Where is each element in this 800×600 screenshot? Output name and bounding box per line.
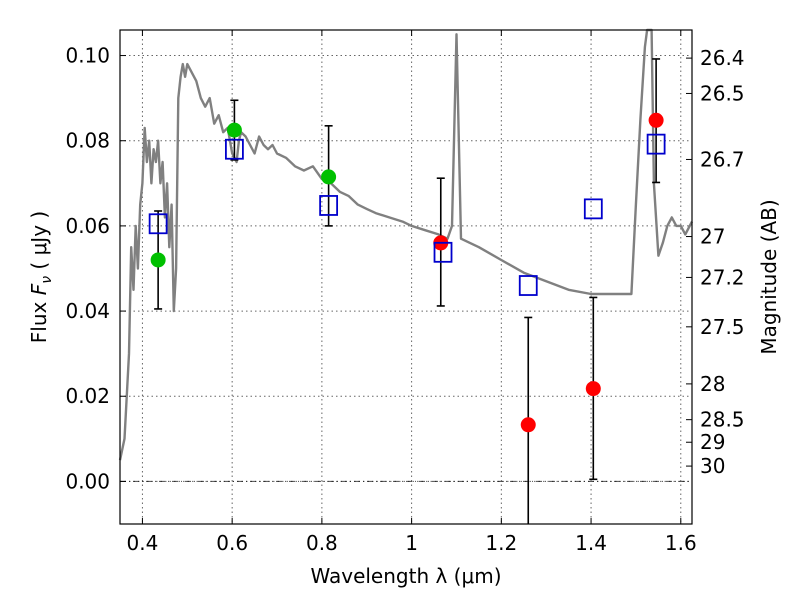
x-tick-label: 0.6 <box>216 531 248 555</box>
x-tick-label: 1 <box>405 531 418 555</box>
model-flux-square <box>583 198 603 220</box>
y-tick-label: 0.08 <box>65 129 110 153</box>
y2-tick-label: 26.5 <box>700 81 745 105</box>
y2-tick-label: 29 <box>700 430 725 454</box>
observed-point <box>520 417 536 433</box>
y2-tick-label: 26.4 <box>700 46 745 70</box>
y2-tick-label: 27.5 <box>700 315 745 339</box>
x-tick-label: 1.6 <box>665 531 697 555</box>
y2-tick-label: 27 <box>700 225 725 249</box>
spectrum-line <box>118 28 694 461</box>
y2-tick-label: 28 <box>700 372 725 396</box>
y2-tick-label: 28.5 <box>700 408 745 432</box>
y2-tick-label: 27.2 <box>700 265 745 289</box>
model-flux-square <box>433 241 453 263</box>
x-tick-label: 1.4 <box>575 531 607 555</box>
y-tick-label: 0.04 <box>65 299 110 323</box>
observed-point <box>585 381 601 397</box>
model-flux-square <box>319 195 339 216</box>
observed-point <box>648 112 664 128</box>
y2-tick-label: 30 <box>700 454 725 478</box>
data-layer <box>118 28 694 524</box>
detection-point <box>150 252 166 268</box>
x-axis-label: Wavelength λ (μm) <box>310 564 501 588</box>
y-tick-label: 0.02 <box>65 384 110 408</box>
y-tick-label: 0.06 <box>65 214 110 238</box>
x-tick-label: 0.4 <box>127 531 159 555</box>
model-flux-square <box>148 213 168 235</box>
y-tick-label: 0.10 <box>65 44 110 68</box>
model-flux-square <box>646 133 666 155</box>
y2-axis-label: Magnitude (AB) <box>757 199 781 354</box>
y-tick-label: 0.00 <box>65 469 110 493</box>
detection-point <box>226 122 242 138</box>
detection-point <box>321 169 337 185</box>
x-tick-label: 1.2 <box>485 531 517 555</box>
model-flux-square <box>224 138 244 160</box>
y2-tick-label: 26.7 <box>700 147 745 171</box>
y-axis-label: Flux Fν ( μJy ) <box>27 211 55 343</box>
tick-layer: 0.4 0.6 0.8 1 1.2 1.4 1.6 0.00 0.02 0.04 0.06 0.08 0… <box>65 30 745 555</box>
model-flux-square <box>518 275 538 296</box>
x-tick-label: 0.8 <box>306 531 338 555</box>
